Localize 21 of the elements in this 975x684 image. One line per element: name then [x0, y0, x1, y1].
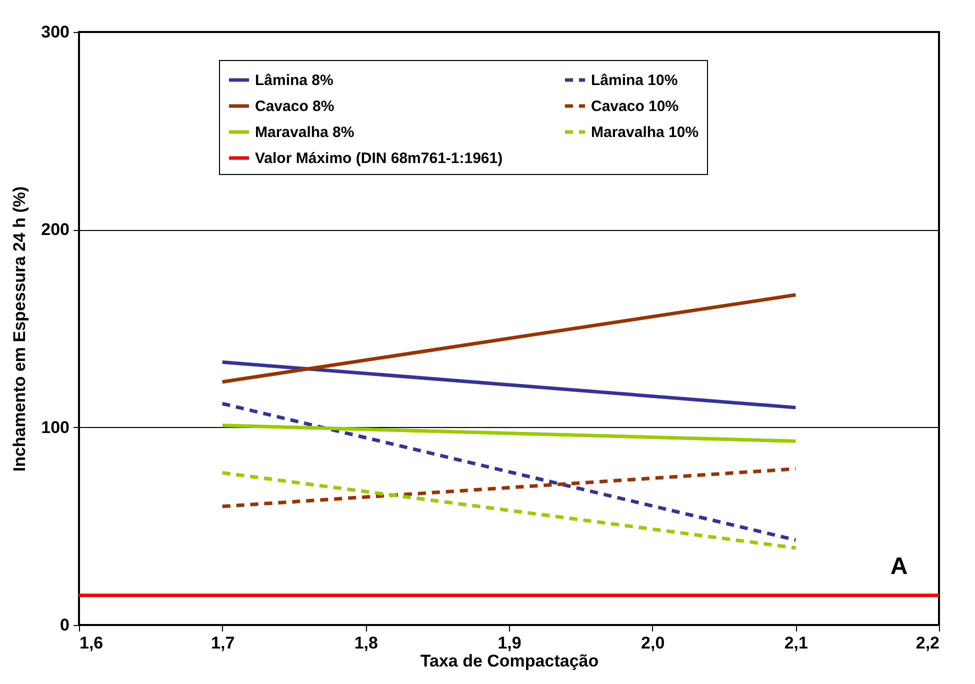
x-tick-label: 1,6	[80, 634, 104, 652]
legend-label: Lâmina 10%	[591, 72, 678, 89]
legend-label: Maravalha 10%	[591, 124, 699, 141]
x-tick-label: 1,9	[498, 634, 522, 652]
annotation: A	[890, 553, 908, 580]
y-tick-label: 0	[60, 616, 70, 634]
x-tick-label: 1,8	[354, 634, 378, 652]
legend-label: Lâmina 8%	[255, 72, 334, 89]
legend-label: Maravalha 8%	[255, 124, 354, 141]
x-tick-label: 2,2	[916, 634, 940, 652]
y-tick-label: 300	[41, 22, 70, 42]
legend-label: Cavaco 10%	[591, 98, 679, 115]
legend-label: Cavaco 8%	[255, 98, 334, 115]
y-tick-label: 100	[41, 418, 70, 437]
x-axis-title: Taxa de Compactação	[420, 652, 599, 670]
x-tick-label: 1,7	[211, 634, 235, 652]
legend-label: Valor Máximo (DIN 68m761-1:1961)	[255, 150, 503, 167]
y-axis-title: Inchamento em Espessura 24 h (%)	[10, 186, 30, 472]
x-tick-label: 2,0	[641, 634, 665, 652]
y-tick-label: 200	[41, 220, 70, 240]
x-tick-label: 2,1	[784, 634, 808, 652]
